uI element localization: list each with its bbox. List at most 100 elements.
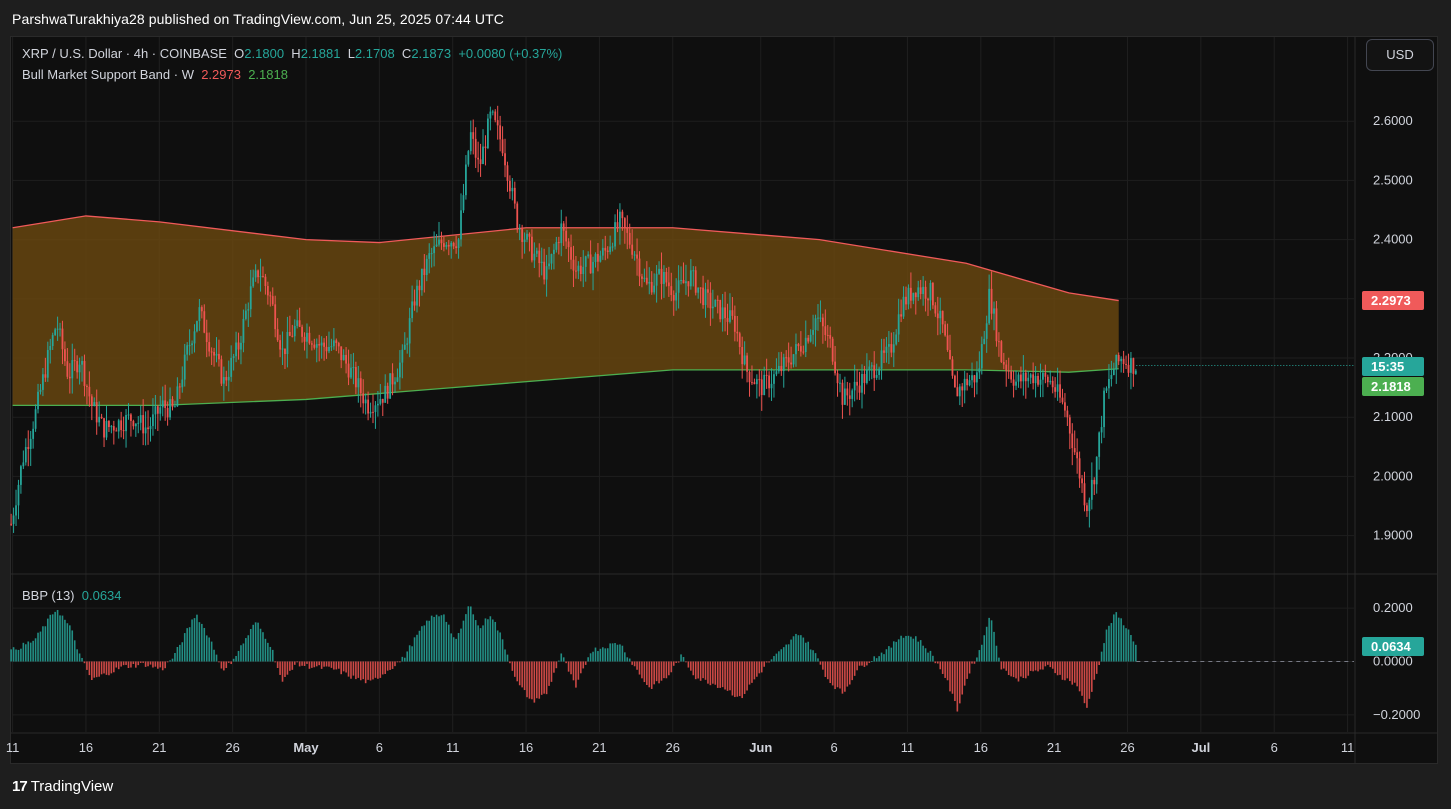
bbp-bar <box>572 661 575 681</box>
bbp-bar <box>844 661 846 692</box>
candle-body <box>337 343 340 347</box>
bbp-bar <box>927 652 929 662</box>
bbp-bar <box>161 661 164 671</box>
bbp-bar <box>714 661 717 685</box>
candle-body <box>1005 364 1008 371</box>
bbp-bar <box>748 661 751 685</box>
bbp-bar <box>1047 661 1049 665</box>
candle-body <box>667 282 670 287</box>
bbp-bar <box>139 661 142 663</box>
candle-body <box>1090 479 1093 500</box>
bbp-bar <box>856 661 858 671</box>
bbp-bar <box>408 645 411 662</box>
bbp-bar <box>636 661 638 670</box>
bbp-bar <box>108 661 110 676</box>
bbp-bar <box>457 633 460 662</box>
bbp-bar <box>758 661 761 674</box>
candle-body <box>963 378 966 391</box>
bbp-name[interactable]: BBP (13) <box>22 588 75 603</box>
bbp-bar <box>27 641 30 662</box>
candle-body <box>1044 373 1047 377</box>
candle-body <box>929 282 932 301</box>
candle-body <box>298 320 301 327</box>
candle-body <box>680 280 682 282</box>
candle-body <box>501 139 504 154</box>
candle-body <box>936 313 939 319</box>
candle-body <box>347 363 350 378</box>
bbp-bar <box>780 649 783 662</box>
bbp-bar <box>66 623 69 662</box>
bbp-bar <box>218 661 220 663</box>
candle-body <box>323 342 325 347</box>
candle-body <box>176 386 179 407</box>
footer-brand[interactable]: 17 TradingView <box>12 778 113 795</box>
candle-body <box>499 125 502 140</box>
candle-body <box>809 334 812 342</box>
candle-body <box>68 376 71 379</box>
candle-body <box>474 138 477 158</box>
candle-body <box>293 325 296 337</box>
candle-body <box>281 348 284 350</box>
bbp-bar <box>372 661 374 680</box>
bbp-bar <box>509 661 511 664</box>
candle-body <box>171 399 174 407</box>
bbp-bar <box>425 620 428 662</box>
candle-body <box>186 345 189 355</box>
candle-body <box>39 389 42 392</box>
bbp-bar <box>638 661 641 675</box>
bbp-bar <box>1029 661 1032 671</box>
candle-body <box>890 344 893 353</box>
candle-body <box>648 281 651 284</box>
bbp-bar <box>64 619 66 662</box>
bbp-bar <box>560 653 563 662</box>
candle-body <box>550 254 553 264</box>
candle-body <box>650 281 653 293</box>
bbp-bar <box>232 658 235 662</box>
bbp-bar <box>337 661 340 669</box>
candle-body <box>570 247 572 260</box>
bbp-bar <box>819 661 822 665</box>
bbp-bar <box>1135 644 1137 662</box>
bbp-bar <box>1103 643 1105 662</box>
candle-body <box>37 391 39 410</box>
candle-body <box>489 111 492 119</box>
bbp-bar <box>196 614 198 662</box>
candle-body <box>655 273 658 286</box>
bbp-bar <box>633 661 636 667</box>
candle-body <box>120 420 123 431</box>
bbp-bar <box>435 614 438 662</box>
candle-body <box>545 266 548 280</box>
bbp-bar <box>1091 661 1093 692</box>
bbp-bar <box>472 614 475 662</box>
candle-body <box>61 328 64 350</box>
candle-body <box>496 120 499 126</box>
bbp-bar <box>51 614 54 662</box>
candle-body <box>389 373 392 399</box>
candle-body <box>130 414 132 421</box>
candle-body <box>782 357 785 372</box>
candle-body <box>790 362 792 365</box>
bbp-bar <box>225 661 228 668</box>
bbp-bar <box>611 643 614 662</box>
candle-body <box>704 289 707 306</box>
symbol-name[interactable]: XRP / U.S. Dollar · 4h · COINBASE <box>22 46 227 61</box>
bbp-bar <box>171 658 174 662</box>
candle-body <box>254 270 257 278</box>
time-tick-label: 6 <box>1271 740 1278 755</box>
bbp-bar <box>506 654 509 662</box>
bbp-bar <box>888 646 890 662</box>
bbp-bar <box>1069 661 1071 682</box>
currency-button[interactable]: USD <box>1366 39 1434 71</box>
brand-name: TradingView <box>30 778 114 795</box>
candle-body <box>291 335 294 337</box>
candle-body <box>222 377 225 384</box>
candle-body <box>998 341 1000 343</box>
candle-body <box>1017 374 1020 382</box>
candle-body <box>628 232 631 245</box>
low-value: 2.1708 <box>354 46 395 61</box>
candle-body <box>152 414 154 427</box>
bbp-bar <box>142 661 144 663</box>
band-name[interactable]: Bull Market Support Band · W <box>22 67 194 82</box>
bbp-bar <box>729 661 731 691</box>
